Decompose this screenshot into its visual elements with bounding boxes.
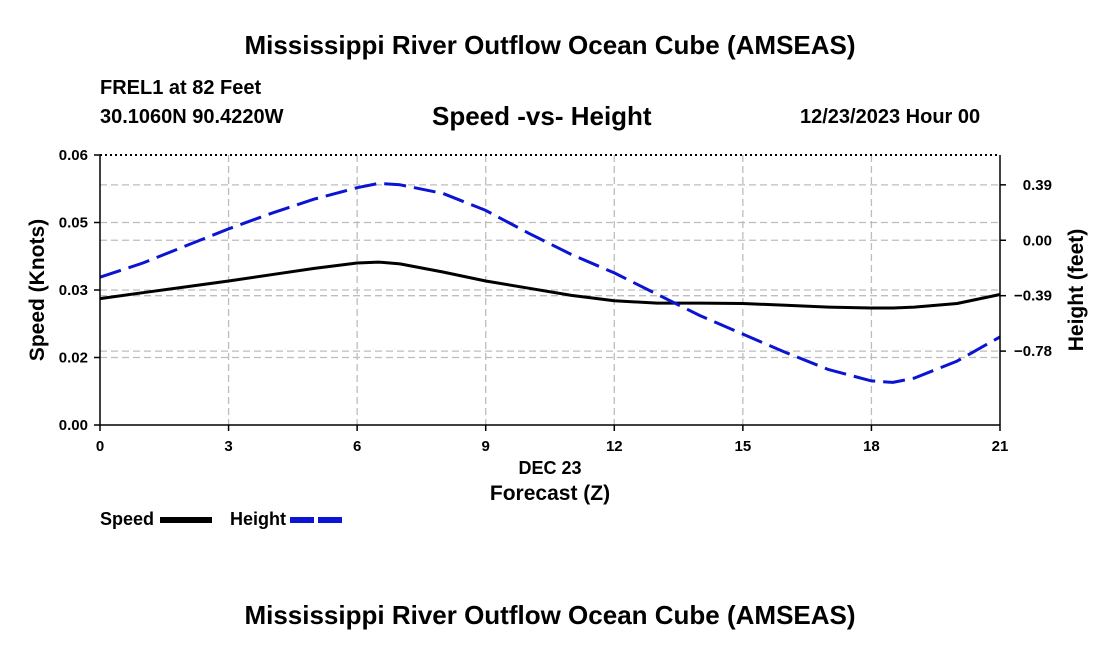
y2-tick-label: −0.78 xyxy=(1014,343,1052,360)
y2-tick-label: −0.39 xyxy=(1014,288,1052,305)
coordinates-label: 30.1060N 90.4220W xyxy=(100,106,284,128)
legend-label-height: Height xyxy=(230,509,286,529)
grid-layer xyxy=(100,155,1000,425)
x-tick-label: 6 xyxy=(353,438,361,455)
forecast-datetime: 12/23/2023 Hour 00 xyxy=(800,106,981,128)
y-tick-label: 0.05 xyxy=(59,215,88,232)
x-tick-label: 21 xyxy=(992,438,1009,455)
legend: Speed Height xyxy=(100,509,342,529)
chart-subtitle: Speed -vs- Height xyxy=(432,101,652,131)
series-layer xyxy=(99,181,1001,384)
x-tick-label: 12 xyxy=(606,438,623,455)
y-tick-label: 0.02 xyxy=(59,350,88,367)
page-title: Mississippi River Outflow Ocean Cube (AM… xyxy=(244,30,856,60)
x-tick-label: 15 xyxy=(735,438,752,455)
y2-tick-label: 0.00 xyxy=(1023,232,1052,249)
x-tick-label: 18 xyxy=(863,438,880,455)
x-tick-label: 0 xyxy=(96,438,104,455)
y2-tick-label: 0.39 xyxy=(1023,177,1052,194)
footer-title: Mississippi River Outflow Ocean Cube (AM… xyxy=(244,600,856,630)
x-tick-label: 9 xyxy=(482,438,490,455)
y-axis-label: Speed (Knots) xyxy=(26,219,49,361)
x-axis-label: Forecast (Z) xyxy=(490,482,610,505)
legend-label-speed: Speed xyxy=(100,509,154,529)
station-label: FREL1 at 82 Feet xyxy=(100,77,262,99)
axis-layer: 0 3 6 9 12 15 18 21 0.00 0.02 0.03 0.05 0.06 −0.78 −0.… xyxy=(59,147,1052,455)
x-tick-label: 3 xyxy=(224,438,232,455)
x-axis-sublabel: DEC 23 xyxy=(518,458,581,478)
y2-axis-label: Height (feet) xyxy=(1065,229,1088,352)
y-tick-label: 0.06 xyxy=(59,147,88,164)
series-line-speed xyxy=(99,260,1001,310)
y-tick-label: 0.03 xyxy=(59,282,88,299)
series-line-height xyxy=(99,181,1001,384)
y-tick-label: 0.00 xyxy=(59,417,88,434)
